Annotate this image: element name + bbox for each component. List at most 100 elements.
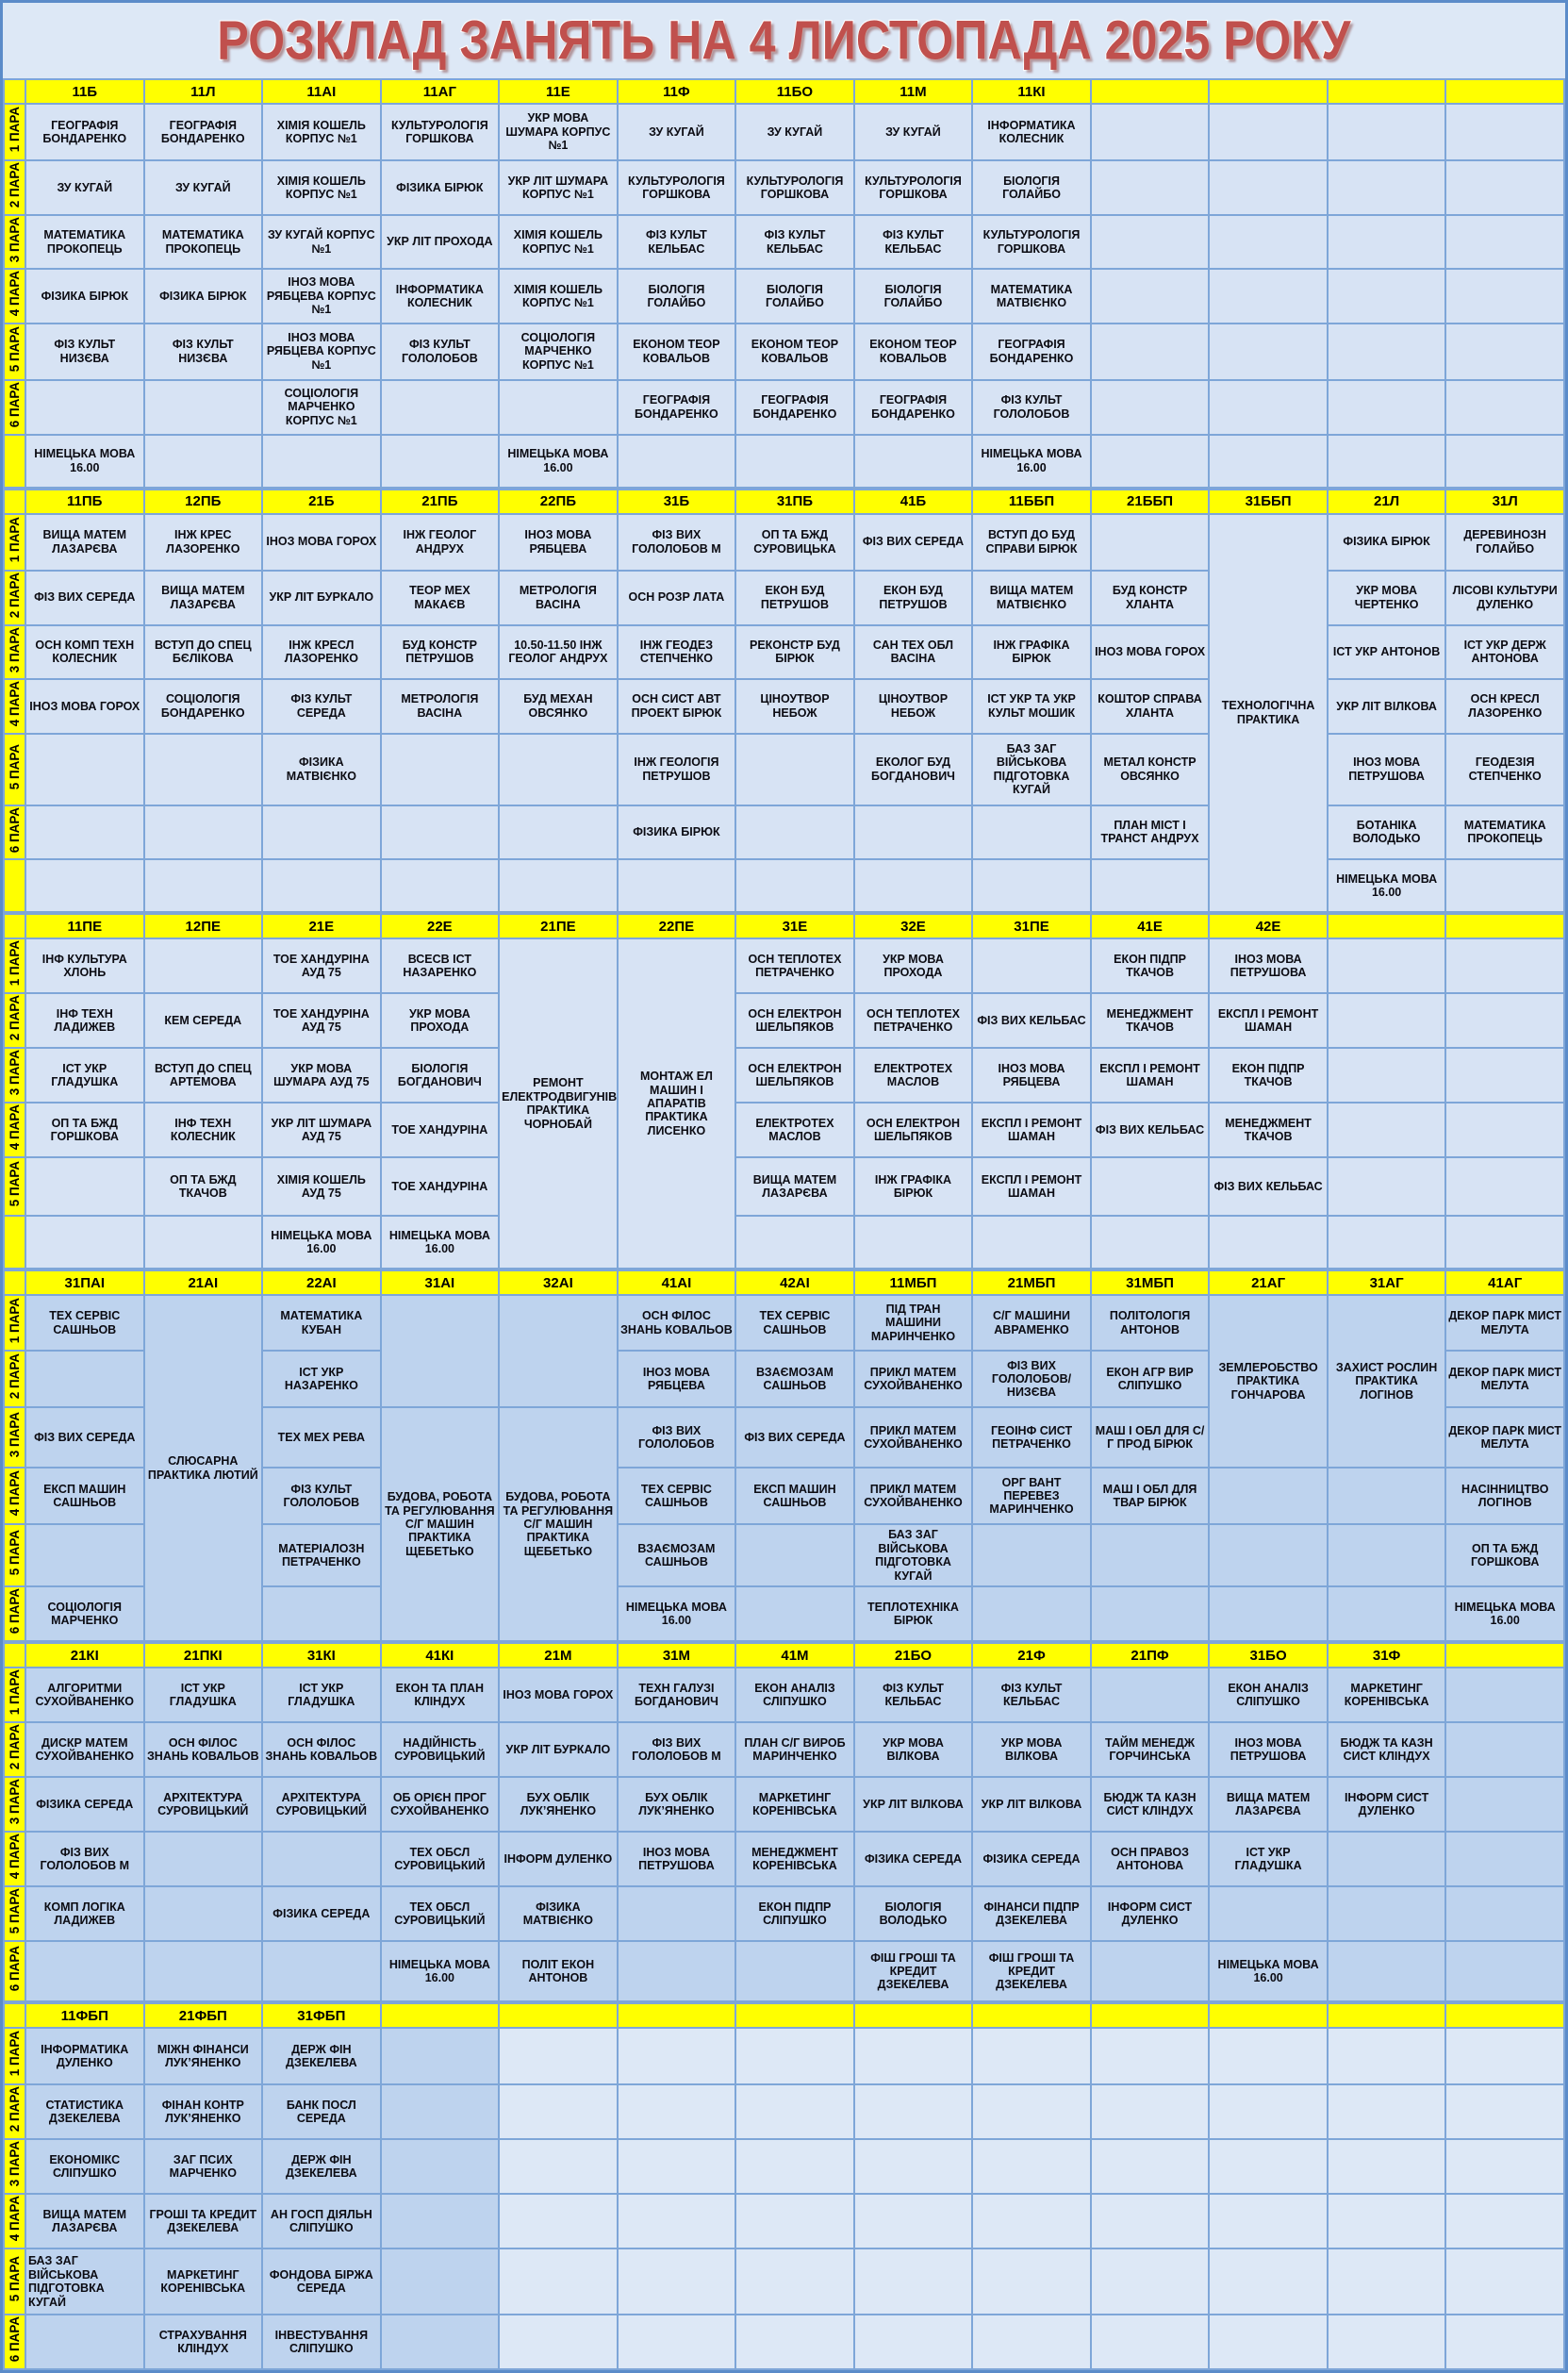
- empty-cell: [1208, 1467, 1329, 1526]
- section-2-table: 11ПБ 12ПБ 21Б 21ПБ 22ПБ 31Б 31ПБ 41Б 11ББП 21ББП 3…: [3, 488, 1565, 914]
- corner-cell: [3, 488, 26, 515]
- empty-cell: [852, 2193, 974, 2250]
- lesson-cell: МЕНЕДЖМЕНТ ТКАЧОВ: [1089, 992, 1211, 1050]
- lesson-cell: ЕКОНОМІКС СЛІПУШКО: [25, 2138, 145, 2196]
- lesson-cell: ДЕРЖ ФІН ДЗЕКЕЛЕВА: [261, 2138, 382, 2196]
- lesson-cell: НІМЕЦЬКА МОВА 16.00: [1208, 1940, 1329, 2003]
- pair-label: 3 ПАРА: [3, 1776, 26, 1834]
- corner-cell: [3, 2002, 26, 2030]
- group-header-31БО: 31БО: [1208, 1642, 1329, 1669]
- group-header-31Л: 31Л: [1444, 488, 1565, 515]
- lesson-cell: 10.50-11.50 ІНЖ ГЕОЛОГ АНДРУХ: [498, 623, 619, 680]
- empty-cell: [25, 1156, 145, 1218]
- group-header-22Е: 22Е: [379, 913, 501, 940]
- lesson-cell: ДЕКОР ПАРК МИСТ МЕЛУТА: [1444, 1350, 1565, 1409]
- empty-cell: [25, 804, 145, 861]
- empty-cell: [1444, 103, 1565, 161]
- lesson-cell: ФІЗ КУЛЬТ ГОЛОЛОБОВ: [379, 322, 501, 381]
- page-title: РОЗКЛАД ЗАНЯТЬ НА 4 ЛИСТОПАДА 2025 РОКУ: [3, 3, 1565, 78]
- empty-cell: [971, 1215, 1092, 1270]
- empty-cell: [1444, 1667, 1565, 1724]
- lesson-cell: ТЕХ ОБСЛ СУРОВИЦЬКИЙ: [379, 1885, 501, 1943]
- empty-cell: [1326, 433, 1447, 489]
- group-header-11АГ: 11АГ: [379, 78, 501, 105]
- lesson-cell: ФІЗИКА МАТВІЄНКО: [498, 1885, 619, 1943]
- pair-label-text: 2 ПАРА: [7, 162, 22, 208]
- empty-cell: [1326, 1102, 1447, 1159]
- empty-cell: [1444, 858, 1565, 914]
- lesson-cell: ЕКСПЛ І РЕМОНТ ШАМАН: [1089, 1047, 1211, 1104]
- group-header-32АІ: 32АІ: [498, 1269, 619, 1297]
- lesson-cell: ФІЗ КУЛЬТ КЕЛЬБАС: [616, 213, 737, 271]
- lesson-cell: СТРАХУВАННЯ КЛІНДУХ: [142, 2314, 264, 2371]
- lesson-cell: ГЕОГРАФІЯ БОНДАРЕНКО: [971, 322, 1092, 381]
- empty-cell: [1326, 1215, 1447, 1270]
- group-header-11Е: 11Е: [498, 78, 619, 105]
- empty-cell: [1089, 322, 1211, 381]
- pair-label-text: 1 ПАРА: [7, 107, 22, 153]
- empty-cell: [1444, 433, 1565, 489]
- lesson-cell: БУХ ОБЛІК ЛУК’ЯНЕНКО: [498, 1776, 619, 1834]
- empty-cell: [498, 2027, 619, 2086]
- corner-cell: [3, 1269, 26, 1297]
- lesson-cell: ФІЗ КУЛЬТ СЕРЕДА: [261, 677, 382, 735]
- group-header-12ПЕ: 12ПЕ: [142, 913, 264, 940]
- lesson-cell: ФІЗИКА БІРЮК: [1326, 512, 1447, 572]
- lesson-cell: ГЕОІНФ СИСТ ПЕТРАЧЕНКО: [971, 1406, 1092, 1469]
- group-header-11Б: 11Б: [25, 78, 145, 105]
- empty-cell: [142, 804, 264, 861]
- empty-cell: [142, 1940, 264, 2003]
- lesson-cell: ЦІНОУТВОР НЕБОЖ: [852, 677, 974, 735]
- lesson-cell: ЗУ КУГАЙ: [616, 103, 737, 161]
- pair-label-text: 4 ПАРА: [7, 2196, 22, 2242]
- lesson-cell: ІСТ УКР ТА УКР КУЛЬТ МОШИК: [971, 677, 1092, 735]
- pair-label: 1 ПАРА: [3, 103, 26, 161]
- lesson-cell: МАШ І ОБЛ ДЛЯ С/Г ПРОД БІРЮК: [1089, 1406, 1211, 1469]
- lesson-cell: БАЗ ЗАГ ВІЙСЬКОВА ПІДГОТОВКА КУГАЙ: [971, 732, 1092, 806]
- empty-cell: [379, 2083, 501, 2141]
- pair-label-text: 2 ПАРА: [7, 2086, 22, 2132]
- group-header-31М: 31М: [616, 1642, 737, 1669]
- schedule-row: НІМЕЦЬКА МОВА 16.00: [3, 858, 1565, 914]
- lesson-cell: БІОЛОГІЯ ГОЛАЙБО: [616, 268, 737, 324]
- schedule-row: 5 ПАРА ФІЗИКА МАТВІЄНКО ІНЖ ГЕОЛОГІЯ ПЕТРУ…: [3, 732, 1565, 806]
- lesson-cell: ТЕОР МЕХ МАКАЄВ: [379, 569, 501, 626]
- empty-cell: [142, 433, 264, 489]
- empty-cell: [1089, 1523, 1211, 1588]
- lesson-cell: МІЖН ФІНАНСИ ЛУК’ЯНЕНКО: [142, 2027, 264, 2086]
- lesson-cell: ТОЕ ХАНДУРІНА АУД 75: [261, 992, 382, 1050]
- lesson-cell: ЕКОН АГР ВИР СЛІПУШКО: [1089, 1350, 1211, 1409]
- group-header-31ФБП: 31ФБП: [261, 2002, 382, 2030]
- pair-label-text: 5 ПАРА: [7, 744, 22, 790]
- group-header-21ФБП: 21ФБП: [142, 2002, 264, 2030]
- lesson-cell: ВСТУП ДО СПЕЦ АРТЕМОВА: [142, 1047, 264, 1104]
- pair-label-text: 4 ПАРА: [7, 681, 22, 727]
- empty-cell: [1089, 2083, 1211, 2141]
- pair-label-text: 6 ПАРА: [7, 1946, 22, 1992]
- pair-label: 4 ПАРА: [3, 1102, 26, 1159]
- pair-label: 2 ПАРА: [3, 159, 26, 216]
- schedule-row: 5 ПАРА БАЗ ЗАГ ВІЙСЬКОВА ПІДГОТОВКА КУГАЙ…: [3, 2248, 1565, 2316]
- lesson-cell: ФІЗ ВИХ ГОЛОЛОБОВ М: [616, 512, 737, 572]
- group-header-empty: [1444, 2002, 1565, 2030]
- empty-cell: [971, 2248, 1092, 2316]
- group-header-41Б: 41Б: [852, 488, 974, 515]
- empty-cell: [1089, 378, 1211, 436]
- lesson-cell: МОНТАЖ ЕЛ МАШИН І АПАРАТІВ ПРАКТИКА ЛИСЕ…: [616, 938, 737, 1270]
- lesson-cell: ЕКОНОМ ТЕОР КОВАЛЬОВ: [734, 322, 855, 381]
- lesson-cell: ІСТ УКР ГЛАДУШКА: [142, 1667, 264, 1724]
- empty-cell: [1208, 433, 1329, 489]
- empty-cell: [142, 1215, 264, 1270]
- lesson-cell: ХІМІЯ КОШЕЛЬ КОРПУС №1: [498, 213, 619, 271]
- empty-cell: [1444, 1102, 1565, 1159]
- lesson-cell: МЕТАЛ КОНСТР ОВСЯНКО: [1089, 732, 1211, 806]
- empty-cell: [379, 378, 501, 436]
- group-header-21БО: 21БО: [852, 1642, 974, 1669]
- lesson-cell: ІНОЗ МОВА ГОРОХ: [261, 512, 382, 572]
- lesson-cell: НІМЕЦЬКА МОВА 16.00: [379, 1940, 501, 2003]
- pair-label-text: 5 ПАРА: [7, 1530, 22, 1576]
- empty-cell: [734, 732, 855, 806]
- empty-cell: [1089, 2027, 1211, 2086]
- empty-cell: [852, 2314, 974, 2371]
- pair-label-text: 3 ПАРА: [7, 626, 22, 672]
